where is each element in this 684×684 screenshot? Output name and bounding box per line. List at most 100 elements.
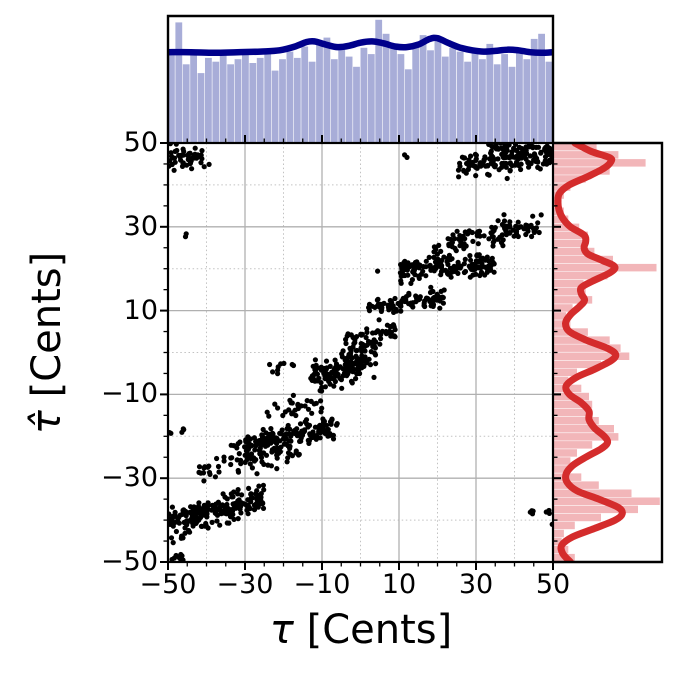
scatter-dot <box>507 222 513 229</box>
scatter-dot <box>183 512 189 518</box>
scatter-dot <box>518 224 524 230</box>
scatter-dot <box>461 155 467 161</box>
top-hist-bar <box>308 61 316 143</box>
scatter-dot <box>363 334 369 341</box>
right-hist-bar <box>553 175 586 183</box>
scatter-dot <box>266 413 272 419</box>
right-hist-bar <box>553 304 573 312</box>
scatter-dot <box>354 334 360 340</box>
scatter-dot <box>169 504 175 510</box>
scatter-dot <box>404 154 410 160</box>
scatter-dot <box>492 225 498 231</box>
y-tick-label: −30 <box>101 462 158 494</box>
scatter-dot <box>500 161 506 167</box>
top-hist-bar <box>530 38 538 143</box>
scatter-dot <box>391 324 397 330</box>
scatter-dot <box>273 436 279 443</box>
scatter-dot <box>354 366 360 372</box>
scatter-dot <box>452 236 458 242</box>
scatter-dot <box>320 424 326 430</box>
scatter-dot <box>376 317 382 323</box>
scatter-dot <box>238 510 244 516</box>
scatter-dot <box>280 412 286 419</box>
scatter-dot <box>184 152 191 158</box>
scatter-dot <box>490 234 496 240</box>
scatter-dot <box>487 266 494 272</box>
scatter-dot <box>423 264 429 270</box>
scatter-dot <box>366 308 373 314</box>
scatter-dot <box>246 485 252 491</box>
right-hist-bar <box>553 505 638 514</box>
scatter-dot <box>235 467 241 474</box>
scatter-dot <box>270 369 276 375</box>
scatter-dot <box>281 360 287 366</box>
y-axis-symbol: τ̂ <box>24 410 70 435</box>
scatter-dot <box>409 277 415 283</box>
scatter-dot <box>200 470 207 476</box>
right-hist-bar <box>553 513 601 522</box>
scatter-dot <box>268 426 274 432</box>
scatter-dot <box>184 520 190 526</box>
top-hist-bar <box>390 43 397 143</box>
scatter-dot <box>174 519 180 525</box>
scatter-dot <box>420 268 426 274</box>
top-hist-bar <box>367 54 375 143</box>
scatter-dot <box>346 351 352 358</box>
scatter-dot <box>349 380 355 386</box>
scatter-dot <box>196 464 203 470</box>
scatter-dot <box>199 523 205 530</box>
scatter-dot <box>374 303 380 309</box>
scatter-dot <box>353 376 359 382</box>
scatter-dot <box>206 161 212 167</box>
scatter-dot <box>422 303 428 310</box>
scatter-dot <box>474 165 480 171</box>
top-hist-bar <box>301 46 309 143</box>
scatter-dot <box>223 511 230 517</box>
scatter-dot <box>236 451 242 457</box>
top-hist-bar <box>471 51 479 143</box>
right-hist-bar <box>553 481 599 489</box>
scatter-dot <box>317 388 323 394</box>
scatter-dot <box>178 535 184 541</box>
scatter-dot <box>234 445 240 451</box>
right-hist-bar <box>553 465 569 473</box>
right-hist-bar <box>553 441 593 449</box>
scatter-dot <box>244 451 250 457</box>
top-hist-bar <box>338 49 346 143</box>
scatter-dot <box>274 466 280 472</box>
scatter-dot <box>447 257 453 263</box>
scatter-dot <box>335 371 341 377</box>
scatter-dot <box>310 372 316 378</box>
scatter-dot <box>534 155 540 161</box>
scatter-dot <box>491 269 497 275</box>
right-hist-bar <box>553 296 593 304</box>
scatter-dot <box>490 229 496 235</box>
scatter-dot <box>325 431 331 437</box>
scatter-dot <box>330 432 336 438</box>
x-axis-label: τ [Cents] <box>148 606 574 654</box>
scatter-dot <box>476 229 482 235</box>
scatter-dot <box>500 243 506 249</box>
scatter-dot <box>350 369 356 375</box>
y-tick-label: −50 <box>101 546 158 577</box>
scatter-dot <box>189 166 195 172</box>
scatter-dot <box>446 243 452 249</box>
right-hist-bar <box>553 247 595 256</box>
scatter-dot <box>379 304 385 310</box>
scatter-dot <box>398 308 404 314</box>
scatter-dot <box>245 497 251 503</box>
axis-ticks <box>160 135 561 570</box>
top-hist-bar <box>538 33 545 143</box>
right-hist-bar <box>553 159 646 167</box>
top-hist-bar <box>397 54 405 143</box>
scatter-dot <box>426 254 432 260</box>
scatter-dot <box>389 332 395 338</box>
scatter-dot <box>375 296 381 302</box>
right-kde-curve <box>554 143 626 562</box>
scatter-dot <box>320 416 326 422</box>
scatter-dot <box>523 231 529 238</box>
top-hist-bar <box>501 54 508 143</box>
scatter-dot <box>414 295 420 301</box>
scatter-dot <box>334 421 340 427</box>
top-hist-bar <box>249 63 257 143</box>
